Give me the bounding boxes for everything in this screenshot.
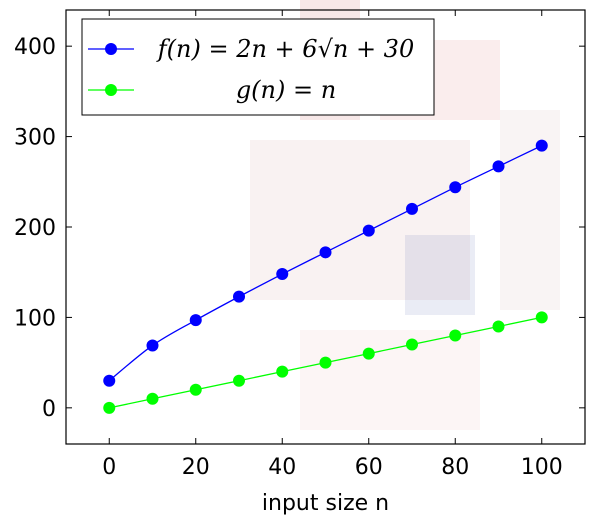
data-point [189, 314, 202, 327]
y-axis-ticks: 0 100 200 300 400 [14, 35, 585, 422]
series-line-0 [108, 145, 543, 382]
data-point [362, 224, 375, 237]
data-point [449, 329, 462, 342]
data-point [276, 268, 289, 281]
x-axis-ticks: 0 20 40 60 80 100 [102, 10, 563, 480]
x-tick-label: 20 [182, 455, 210, 480]
data-point [449, 181, 462, 194]
x-tick-label: 80 [441, 455, 469, 480]
data-point [103, 374, 116, 387]
legend-marker-g [105, 84, 117, 96]
y-tick-label: 200 [14, 216, 56, 241]
x-tick-label: 100 [521, 455, 563, 480]
data-point [535, 311, 548, 324]
data-point [492, 160, 505, 173]
x-tick-label: 0 [102, 455, 116, 480]
data-point [362, 347, 375, 360]
data-point [189, 383, 202, 396]
y-tick-label: 0 [42, 397, 56, 422]
x-tick-label: 40 [268, 455, 296, 480]
legend-box [81, 18, 435, 116]
legend-entry-g: g(n) = n [88, 76, 336, 104]
data-point [406, 338, 418, 351]
series-layer [103, 139, 548, 414]
legend-entry-f: f(n) = 2n + 6√n + 30 [88, 35, 414, 63]
data-point [233, 290, 245, 303]
legend-label-f: f(n) = 2n + 6√n + 30 [156, 35, 414, 63]
data-point [492, 320, 505, 333]
legend-label-g: g(n) = n [236, 76, 336, 104]
data-point [406, 202, 418, 215]
data-point [146, 392, 159, 405]
data-point [103, 401, 116, 414]
data-point [319, 246, 332, 259]
data-point [319, 356, 332, 369]
data-point [233, 374, 245, 387]
y-tick-label: 100 [14, 306, 56, 331]
legend-marker-f [105, 43, 117, 55]
data-point [146, 339, 159, 352]
legend: f(n) = 2n + 6√n + 30 g(n) = n [81, 18, 435, 116]
y-tick-label: 300 [14, 126, 56, 151]
x-axis-title: input size n [262, 491, 389, 516]
data-point [535, 139, 548, 152]
y-tick-label: 400 [14, 35, 56, 60]
data-point [276, 365, 289, 378]
x-tick-label: 60 [355, 455, 383, 480]
